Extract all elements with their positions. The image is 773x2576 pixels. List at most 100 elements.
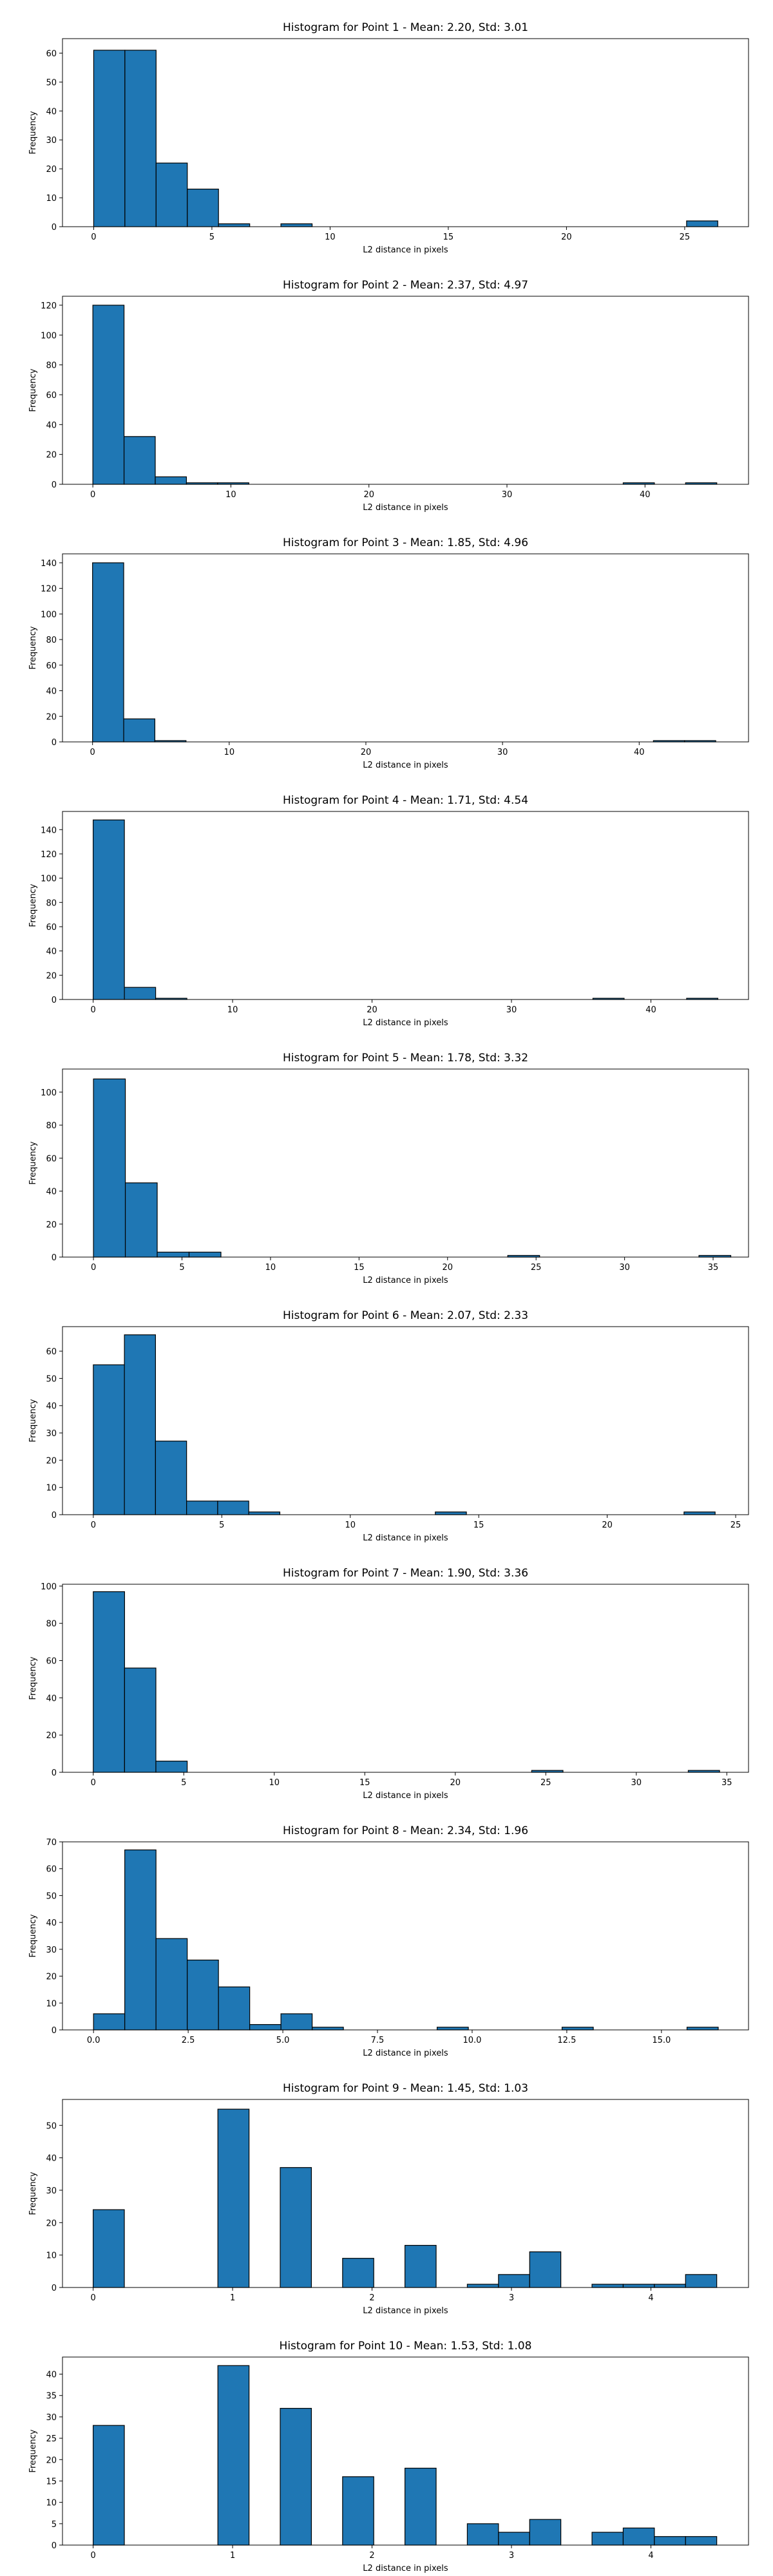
histogram-bar <box>124 1182 158 1258</box>
histogram-bar <box>217 2108 250 2288</box>
histogram-bar <box>249 2024 282 2031</box>
y-tick-label: 20 <box>46 712 57 722</box>
histogram-bar <box>155 476 187 485</box>
x-tick-label: 0 <box>90 490 95 500</box>
y-tick-label: 10 <box>46 1484 57 1493</box>
histogram-bar <box>405 2244 437 2288</box>
y-tick-label: 20 <box>46 165 57 175</box>
x-tick-label: 20 <box>443 1263 453 1273</box>
y-tick-label: 0 <box>52 1511 57 1520</box>
x-tick-label: 30 <box>619 1263 630 1273</box>
y-tick-label: 60 <box>46 391 57 401</box>
x-tick-label: 0.0 <box>87 2036 100 2045</box>
y-axis-label: Frequency <box>28 368 38 412</box>
histogram-bar <box>123 436 156 485</box>
histogram-bar <box>654 2536 686 2546</box>
x-tick-label: 40 <box>645 1005 656 1015</box>
y-axis-label: Frequency <box>28 884 38 927</box>
x-tick-label: 0 <box>91 1778 96 1788</box>
x-axis-label: L2 distance in pixels <box>363 1276 448 1285</box>
x-tick-label: 5 <box>181 1778 186 1788</box>
y-tick-label: 30 <box>46 136 57 146</box>
x-tick-label: 7.5 <box>371 2036 385 2045</box>
y-tick-label: 50 <box>46 1374 57 1384</box>
histogram-bar <box>685 2274 718 2288</box>
x-tick-label: 5 <box>179 1263 184 1273</box>
histogram-bar <box>280 2013 313 2031</box>
x-tick-label: 3 <box>509 2293 514 2303</box>
y-tick-label: 40 <box>46 2154 57 2164</box>
x-tick-label: 25 <box>540 1778 551 1788</box>
plot-frame <box>62 1584 749 1773</box>
y-tick-label: 100 <box>41 610 57 620</box>
histogram-bar <box>155 1761 188 1773</box>
chart-title: Histogram for Point 7 - Mean: 1.90, Std:… <box>283 1567 528 1580</box>
y-axis-label: Frequency <box>28 1914 38 1957</box>
histogram-panel-4: Histogram for Point 4 - Mean: 1.71, Std:… <box>28 794 749 1028</box>
y-tick-label: 15 <box>46 2477 57 2486</box>
y-tick-label: 60 <box>46 1865 57 1875</box>
histogram-bar <box>93 2013 126 2031</box>
plot-frame <box>62 1841 749 2031</box>
y-tick-label: 10 <box>46 194 57 204</box>
y-tick-label: 40 <box>46 421 57 430</box>
y-tick-label: 20 <box>46 2219 57 2228</box>
y-tick-label: 50 <box>46 1891 57 1901</box>
y-tick-label: 120 <box>41 585 57 594</box>
x-tick-label: 1 <box>230 2293 235 2303</box>
x-tick-label: 2 <box>369 2551 374 2561</box>
chart-title: Histogram for Point 2 - Mean: 2.37, Std:… <box>283 279 528 292</box>
histogram-bar <box>435 1511 467 1515</box>
y-tick-label: 20 <box>46 2456 57 2465</box>
histogram-panel-8: Histogram for Point 8 - Mean: 2.34, Std:… <box>28 1824 749 2058</box>
y-tick-label: 100 <box>41 1582 57 1592</box>
x-tick-label: 10 <box>345 1520 356 1530</box>
histogram-bar <box>93 1364 125 1515</box>
y-tick-label: 50 <box>46 78 57 88</box>
x-tick-label: 15 <box>354 1263 365 1273</box>
histogram-bar <box>498 2274 530 2288</box>
x-tick-label: 40 <box>640 490 651 500</box>
histogram-bar <box>155 1938 188 2031</box>
histogram-bar <box>466 2523 499 2546</box>
x-axis-label: L2 distance in pixels <box>363 1533 448 1543</box>
x-tick-label: 20 <box>450 1778 461 1788</box>
y-tick-label: 20 <box>46 1456 57 1466</box>
x-tick-label: 0 <box>90 2293 95 2303</box>
x-tick-label: 25 <box>730 1520 741 1530</box>
histogram-bar <box>187 1959 219 2031</box>
x-tick-label: 10 <box>265 1263 276 1273</box>
histogram-panel-3: Histogram for Point 3 - Mean: 1.85, Std:… <box>28 536 749 770</box>
y-tick-label: 70 <box>46 1838 57 1848</box>
x-axis-label: L2 distance in pixels <box>363 245 448 255</box>
histogram-bar <box>683 1511 716 1515</box>
x-tick-label: 1 <box>230 2551 235 2561</box>
x-tick-label: 12.5 <box>557 2036 576 2045</box>
histogram-panel-9: Histogram for Point 9 - Mean: 1.45, Std:… <box>28 2082 749 2316</box>
x-axis-label: L2 distance in pixels <box>363 761 448 770</box>
y-tick-label: 120 <box>41 850 57 860</box>
histogram-panel-1: Histogram for Point 1 - Mean: 2.20, Std:… <box>28 21 749 255</box>
x-tick-label: 35 <box>708 1263 719 1273</box>
x-tick-label: 30 <box>502 490 513 500</box>
y-tick-label: 0 <box>52 1768 57 1778</box>
histogram-bar <box>312 2027 344 2031</box>
x-axis-label: L2 distance in pixels <box>363 2306 448 2316</box>
histogram-bar <box>280 2408 312 2546</box>
y-tick-label: 60 <box>46 1347 57 1357</box>
y-tick-label: 40 <box>46 1188 57 1197</box>
histogram-bar <box>187 189 219 227</box>
histogram-bar <box>93 50 126 227</box>
x-tick-label: 5.0 <box>276 2036 290 2045</box>
histogram-bar <box>93 819 125 1000</box>
x-tick-label: 40 <box>634 748 645 757</box>
y-tick-label: 0 <box>52 2026 57 2036</box>
y-tick-label: 100 <box>41 875 57 884</box>
x-axis-label: L2 distance in pixels <box>363 1791 448 1801</box>
histogram-bar <box>622 2527 655 2546</box>
histogram-bar <box>124 987 157 1000</box>
histogram-bar <box>654 2284 686 2288</box>
histogram-bar <box>218 1986 251 2031</box>
y-tick-label: 10 <box>46 2499 57 2508</box>
x-tick-label: 15 <box>473 1520 484 1530</box>
